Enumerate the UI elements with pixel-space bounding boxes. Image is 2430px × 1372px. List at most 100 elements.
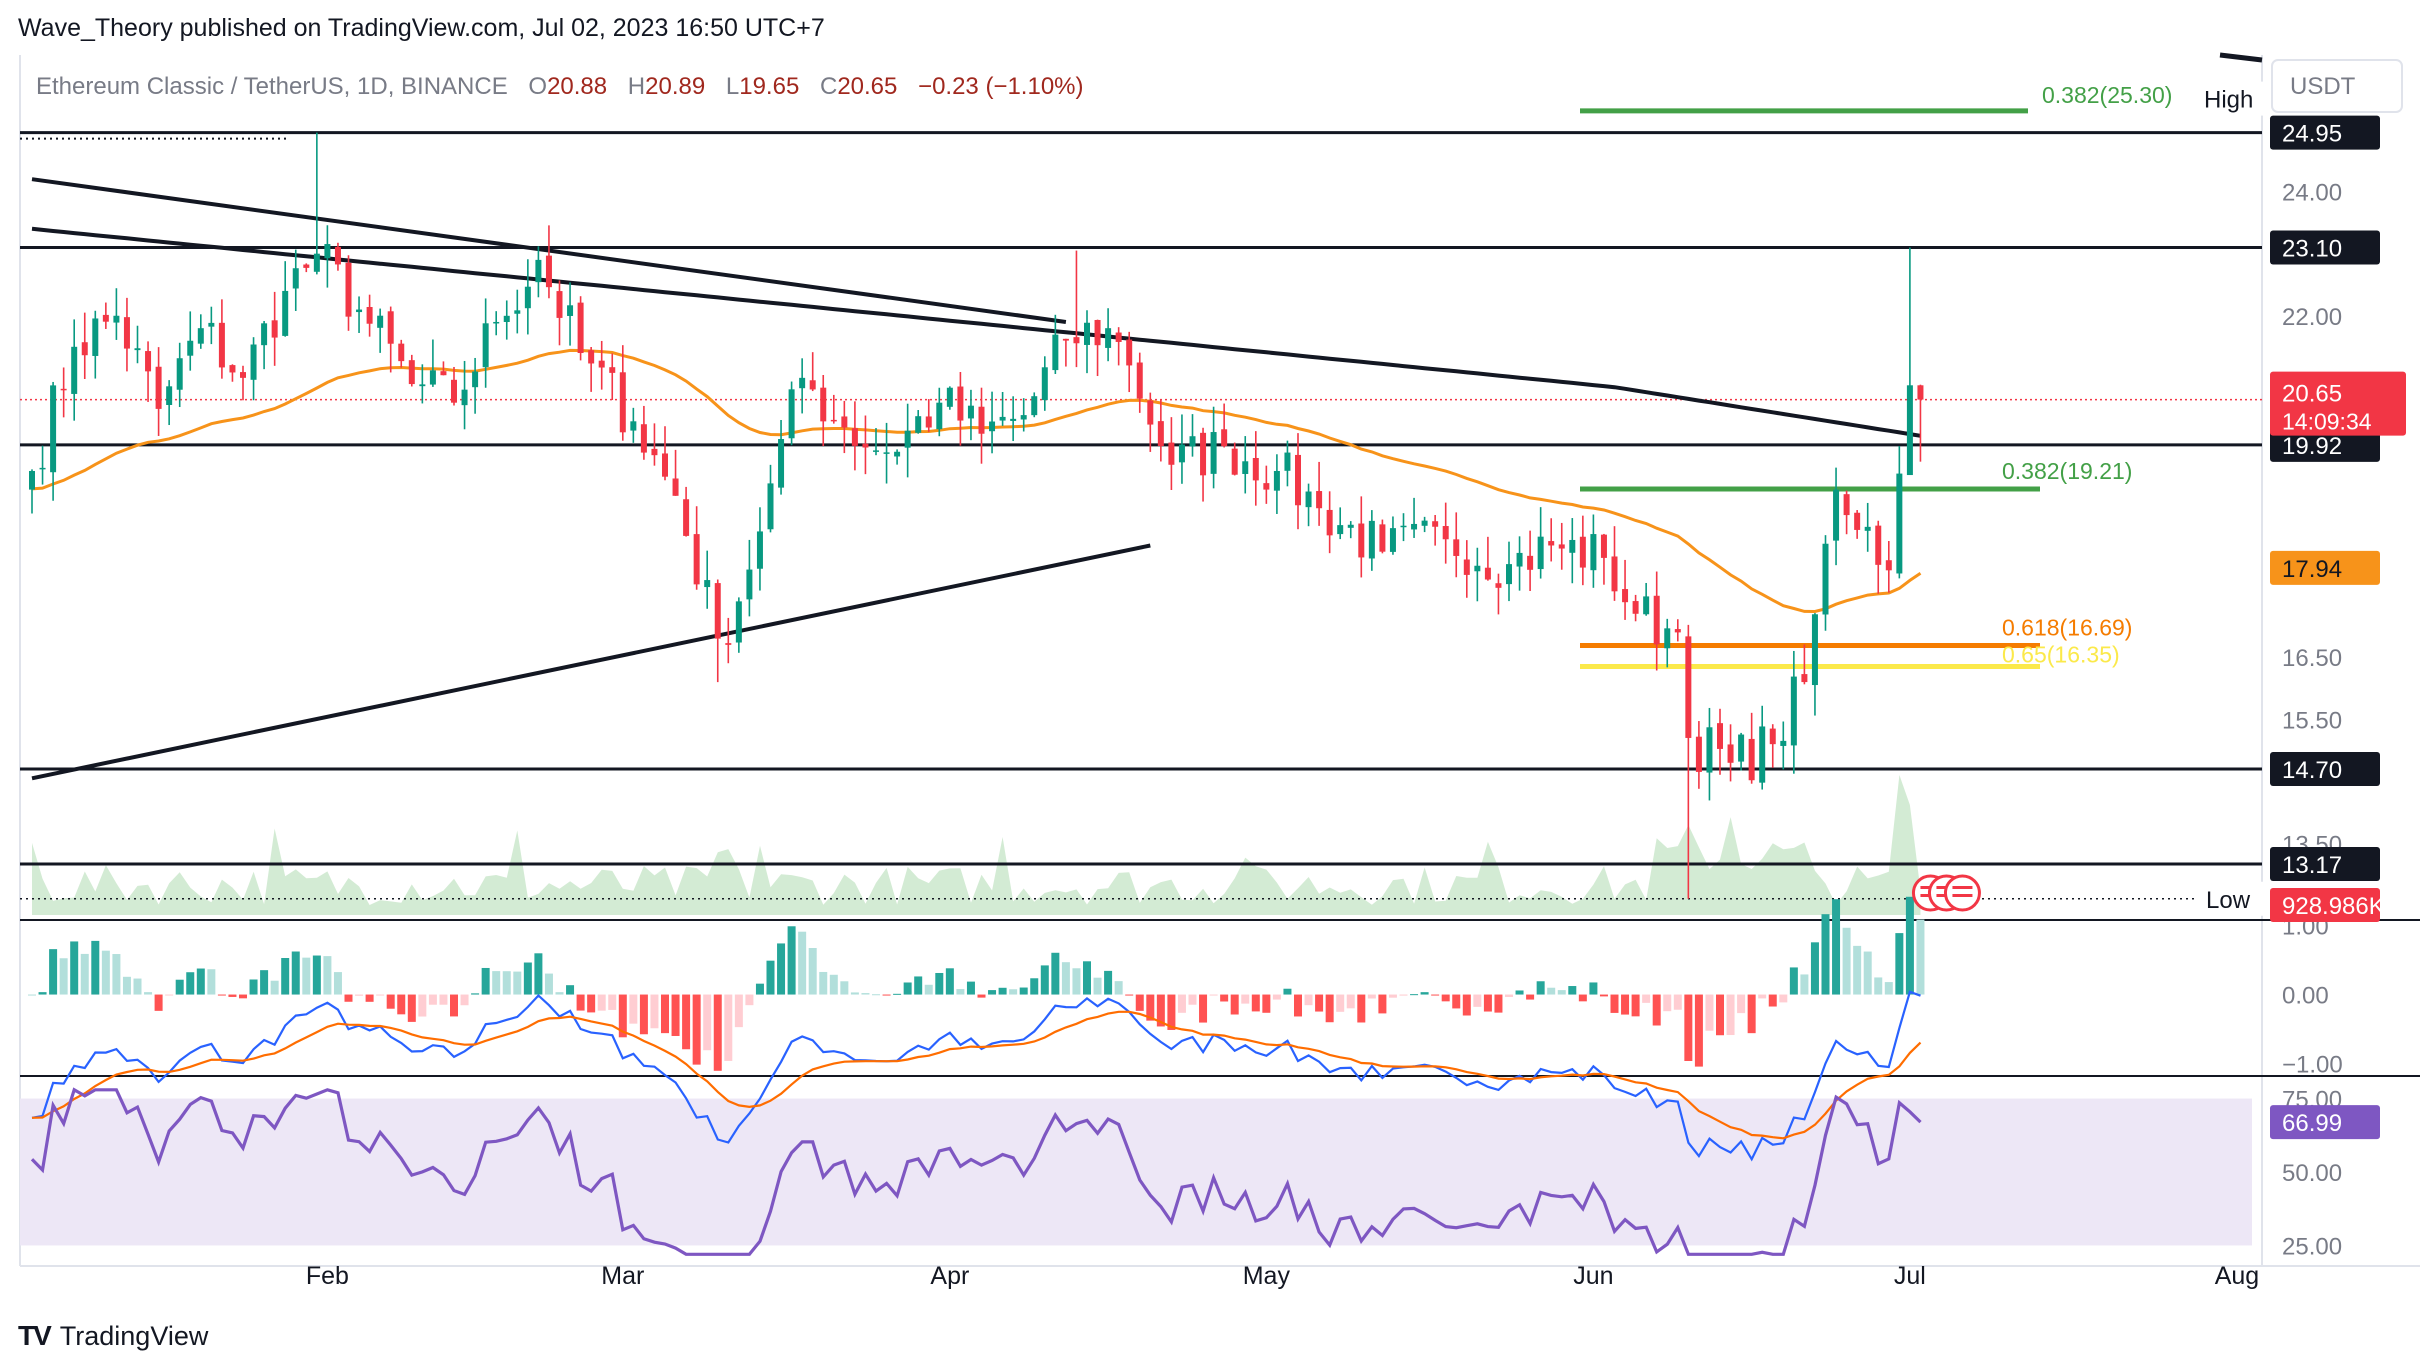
macd-histogram-bar <box>1452 994 1461 1009</box>
low-caption-bg <box>2198 881 2264 916</box>
currency-button[interactable]: USDT <box>2271 59 2403 113</box>
month-label: Jun <box>1573 1262 1613 1290</box>
macd-histogram-bar <box>566 985 575 995</box>
macd-histogram-bar <box>608 994 617 1010</box>
candle <box>1052 314 1059 374</box>
candle-body <box>609 367 616 373</box>
candle <box>714 579 721 683</box>
macd-histogram-bar <box>798 931 807 995</box>
macd-line <box>31 990 1921 1162</box>
low-value: 19.65 <box>739 73 799 100</box>
macd-histogram-bar <box>460 994 469 1006</box>
macd-pane <box>28 896 1925 1162</box>
candle-body <box>1105 328 1112 348</box>
candle-body <box>1200 432 1207 476</box>
candle <box>609 353 616 400</box>
candle-body <box>672 478 679 496</box>
candle-body <box>725 643 732 645</box>
candle-body <box>324 244 331 259</box>
candle-body <box>134 348 141 351</box>
moving-averages <box>31 226 1922 614</box>
candle <box>662 426 668 481</box>
candle-body <box>1326 509 1333 536</box>
macd-histogram-bar <box>154 994 163 1011</box>
macd-histogram-bar <box>1251 994 1260 1012</box>
candle-body <box>1632 601 1639 614</box>
macd-histogram-bar <box>1747 994 1756 1034</box>
macd-histogram-bar <box>1758 994 1767 999</box>
macd-histogram-bar <box>1009 989 1018 995</box>
candle-body <box>1558 544 1565 549</box>
candle-body <box>915 416 922 433</box>
macd-histogram-bar <box>745 994 754 1006</box>
candle-body <box>451 379 457 403</box>
volume-value-tag: 928.986K <box>2270 888 2385 922</box>
macd-histogram-bar <box>207 969 216 995</box>
candle-body <box>1896 473 1903 574</box>
candle <box>1231 442 1238 476</box>
candle-body <box>334 246 341 265</box>
macd-histogram-bar <box>355 994 364 996</box>
candle-body <box>1833 489 1840 541</box>
macd-histogram-bar <box>1800 974 1809 995</box>
candle-body <box>714 583 721 639</box>
candle <box>767 464 774 533</box>
candle <box>1432 515 1439 546</box>
candle-body <box>1727 744 1734 763</box>
macd-histogram-bar <box>1061 962 1070 995</box>
macd-histogram-bar <box>1441 994 1450 1002</box>
macd-histogram-bar <box>1768 994 1777 1007</box>
macd-histogram-bar <box>1283 988 1292 995</box>
candle-body <box>809 380 816 390</box>
candle-body <box>1759 726 1766 783</box>
macd-histogram-bar <box>101 950 110 995</box>
candle-body <box>1537 536 1544 570</box>
macd-histogram-bar <box>1220 994 1229 1002</box>
rsi-value-tag-bg <box>2270 1105 2380 1140</box>
current-price-bg <box>2270 371 2406 436</box>
horizontal-levels <box>20 131 2262 900</box>
candle-body <box>577 302 584 354</box>
candle <box>1147 392 1154 452</box>
candle-body <box>1136 362 1143 399</box>
candle <box>1094 319 1101 377</box>
candle-body <box>936 402 943 430</box>
macd-histogram-bar <box>1895 933 1904 995</box>
candle <box>735 597 742 653</box>
candle <box>1284 440 1291 487</box>
candle-body <box>1284 452 1291 471</box>
macd-histogram-bar <box>766 960 775 995</box>
candle-body <box>1685 636 1692 738</box>
macd-histogram-bar <box>650 994 659 1029</box>
high-caption: High <box>2204 87 2253 114</box>
macd-histogram-bar <box>1853 945 1862 995</box>
candle <box>92 310 99 379</box>
candle-body <box>535 259 542 283</box>
macd-histogram-bar <box>439 994 448 1005</box>
month-label: May <box>1243 1262 1291 1290</box>
macd-histogram-bar <box>1631 994 1640 1017</box>
symbol-legend[interactable]: Ethereum Classic / TetherUS, 1D, BINANCE… <box>36 73 1084 100</box>
price-tick: 16.50 <box>2282 645 2342 672</box>
candle <box>1157 400 1164 462</box>
candle-body <box>1590 534 1597 571</box>
open-label: O <box>528 73 547 100</box>
candle-body <box>1569 539 1576 553</box>
macd-histogram-bar <box>260 970 269 995</box>
candle <box>1495 573 1502 615</box>
candle-body <box>1516 552 1523 567</box>
candle <box>1316 461 1323 526</box>
macd-histogram-bar <box>1325 994 1334 1023</box>
macd-histogram-bar <box>872 994 880 996</box>
macd-histogram-bar <box>1694 994 1703 1067</box>
candle <box>1685 624 1692 899</box>
macd-histogram-bar <box>1083 961 1091 995</box>
candle <box>967 389 974 441</box>
macd-histogram-bar <box>576 994 585 1011</box>
macd-histogram-bar <box>1642 994 1651 1003</box>
candle-body <box>1432 521 1439 527</box>
macd-histogram-bar <box>291 951 300 995</box>
candle <box>303 263 310 273</box>
macd-histogram-bar <box>692 994 701 1065</box>
